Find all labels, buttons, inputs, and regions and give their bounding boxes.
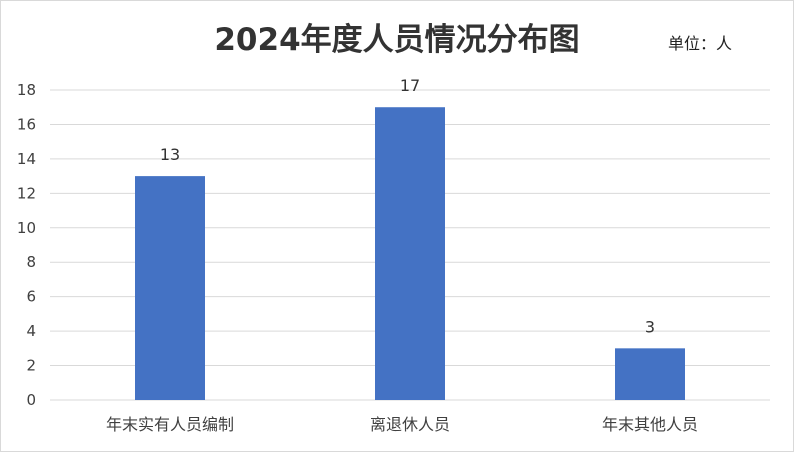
unit-label: 单位：人 [668,34,733,53]
bar [375,107,445,400]
y-tick-label: 10 [17,219,36,237]
bar [135,176,205,400]
y-tick-label: 2 [26,357,36,375]
x-category-label: 年末其他人员 [602,415,698,434]
data-label: 13 [160,145,180,164]
y-tick-label: 0 [26,391,36,409]
y-tick-label: 18 [17,81,36,99]
y-tick-label: 4 [26,322,36,340]
y-tick-label: 16 [17,115,36,133]
data-label: 3 [645,317,655,336]
x-category-label: 离退休人员 [370,415,450,434]
bar [615,348,685,400]
data-label: 17 [400,76,420,95]
y-tick-label: 12 [17,184,36,202]
y-tick-label: 8 [26,253,36,271]
x-category-label: 年末实有人员编制 [106,415,234,434]
y-tick-label: 14 [17,150,36,168]
y-tick-label: 6 [26,288,36,306]
chart-title: 2024年度人员情况分布图 [214,22,580,58]
